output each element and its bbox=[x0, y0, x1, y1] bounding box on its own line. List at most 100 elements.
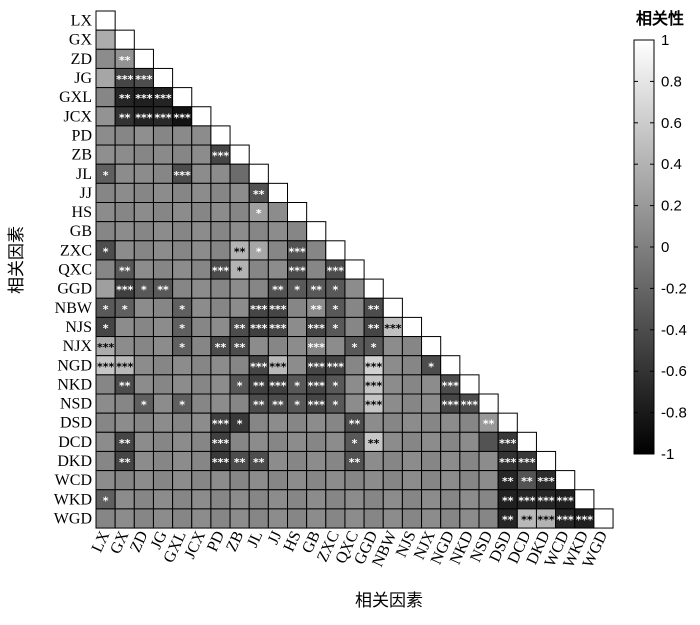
column-label: JL bbox=[244, 529, 266, 551]
row-labels: LX GX ZD JG GXL JCX PD ZB JL JJ HS GB ZXC QXC GGD NBW NJ… bbox=[54, 13, 93, 528]
heatmap-cell-ZB-ZB bbox=[229, 144, 250, 165]
heatmap-cell-NJS-JCX bbox=[191, 316, 212, 338]
heatmap-cell-DSD-NJS bbox=[401, 412, 423, 433]
heatmap-cell-WGD-ZB bbox=[229, 508, 250, 529]
heatmap-cell-WKD-NJS bbox=[401, 489, 423, 510]
significance-mark: *** bbox=[499, 437, 517, 450]
heatmap-cell-GGD-JCX bbox=[191, 278, 212, 299]
heatmap-cell-NKD-NJS bbox=[401, 374, 423, 395]
significance-mark: * bbox=[332, 303, 338, 316]
heatmap-cell-DCD-DCD bbox=[516, 431, 537, 452]
row-label: JJ bbox=[80, 185, 92, 202]
heatmap-cell-DKD-ZD bbox=[133, 450, 154, 472]
heatmap-cell-NGD-GXL bbox=[172, 355, 193, 376]
heatmap-cell-ZXC-PD bbox=[210, 240, 231, 261]
heatmap-cell-NSD-NSD bbox=[478, 393, 499, 414]
significance-mark: *** bbox=[499, 456, 517, 469]
heatmap-cell-WKD-ZB bbox=[229, 489, 250, 510]
heatmap-cell-WCD-GX bbox=[114, 470, 135, 491]
heatmap-cell-DSD-LX bbox=[95, 412, 116, 433]
significance-mark: * bbox=[237, 379, 243, 392]
heatmap-cell-DKD-GGD bbox=[363, 450, 384, 472]
significance-mark: * bbox=[179, 322, 185, 335]
row-label: JG bbox=[74, 70, 92, 87]
heatmap-cell-DKD-NSD bbox=[478, 450, 499, 472]
heatmap-cell-NSD-NBW bbox=[382, 393, 403, 414]
significance-mark: * bbox=[103, 169, 109, 182]
heatmap-cell-DKD-JCX bbox=[191, 450, 212, 472]
heatmap-cell-HS-JG bbox=[152, 202, 174, 223]
heatmap-cell-WKD-NGD bbox=[440, 489, 461, 510]
heatmap-cell-NJS-HS bbox=[287, 316, 308, 338]
heatmap-cell-WCD-JG bbox=[152, 470, 174, 491]
significance-mark: *** bbox=[135, 92, 153, 105]
heatmap-cell-NJS-PD bbox=[210, 316, 231, 338]
significance-mark: *** bbox=[135, 111, 153, 124]
significance-mark: ** bbox=[310, 284, 322, 297]
heatmap-cell-NJX-NJX bbox=[421, 336, 442, 357]
significance-mark: ** bbox=[119, 265, 131, 278]
heatmap-cell-WCD-NGD bbox=[440, 470, 461, 491]
heatmap-cell-GGD-GGD bbox=[363, 278, 384, 299]
heatmap-cell-DCD-JL bbox=[248, 431, 269, 452]
heatmap-cell-WKD-ZD bbox=[133, 489, 154, 510]
heatmap-cell-GB-GXL bbox=[172, 221, 193, 242]
heatmap-cell-NKD-NJX bbox=[421, 374, 442, 395]
significance-mark: ** bbox=[119, 456, 131, 469]
heatmap-cell-DSD-JCX bbox=[191, 412, 212, 433]
heatmap-cell-GXL-GXL bbox=[172, 87, 193, 108]
significance-mark: * bbox=[332, 322, 338, 335]
heatmap-cell-WGD-NBW bbox=[382, 508, 403, 529]
significance-mark: *** bbox=[174, 111, 192, 124]
heatmap-cell-NGD-NJS bbox=[401, 355, 423, 376]
significance-mark: ** bbox=[234, 341, 246, 354]
heatmap-cell-WKD-QXC bbox=[344, 489, 365, 510]
heatmap-cell-HS-PD bbox=[210, 202, 231, 223]
significance-mark: *** bbox=[557, 494, 575, 507]
significance-mark: *** bbox=[308, 360, 326, 373]
heatmap-cell-WGD-GXL bbox=[172, 508, 193, 529]
heatmap-cell-ZB-ZD bbox=[133, 144, 154, 165]
significance-mark: * bbox=[256, 245, 262, 258]
significance-mark: * bbox=[294, 284, 300, 297]
colorbar-tick-label: -0.2 bbox=[661, 280, 687, 297]
heatmap-cell-QXC-JJ bbox=[267, 259, 289, 280]
heatmap-cell-WKD-GXL bbox=[172, 489, 193, 510]
row-label: GGD bbox=[57, 281, 92, 298]
row-label: DCD bbox=[58, 434, 92, 451]
heatmap-cell-GGD-LX bbox=[95, 278, 116, 299]
significance-mark: ** bbox=[521, 513, 533, 526]
significance-mark: * bbox=[103, 322, 109, 335]
heatmap-cell-NJX-JG bbox=[152, 336, 174, 357]
heatmap-cell-WKD-PD bbox=[210, 489, 231, 510]
heatmap-cell-GGD-PD bbox=[210, 278, 231, 299]
significance-mark: ** bbox=[272, 284, 284, 297]
colorbar-tick-label: -1 bbox=[661, 446, 674, 463]
heatmap-cell-NJS-ZD bbox=[133, 316, 154, 338]
heatmap-cell-DSD-JL bbox=[248, 412, 269, 433]
heatmap-cell-NSD-ZB bbox=[229, 393, 250, 414]
heatmap-cell-WGD-NJS bbox=[401, 508, 423, 529]
heatmap-cell-WCD-JL bbox=[248, 470, 269, 491]
significance-mark: *** bbox=[518, 456, 536, 469]
heatmap-cell-WKD-GB bbox=[306, 489, 327, 510]
heatmap-cell-WCD-PD bbox=[210, 470, 231, 491]
heatmap-cell-GB-GX bbox=[114, 221, 135, 242]
significance-mark: *** bbox=[576, 513, 594, 526]
heatmap-cell-GB-ZD bbox=[133, 221, 154, 242]
heatmap-cell-NBW-HS bbox=[287, 297, 308, 318]
heatmap-cell-NBW-ZB bbox=[229, 297, 250, 318]
heatmap-cell-ZB-JG bbox=[152, 144, 174, 165]
colorbar-tick-label: -0.8 bbox=[661, 405, 687, 422]
significance-mark: * bbox=[332, 399, 338, 412]
heatmap-cell-PD-ZD bbox=[133, 125, 154, 146]
heatmap-cell-LX-LX bbox=[95, 10, 116, 31]
significance-mark: *** bbox=[384, 322, 402, 335]
significance-mark: *** bbox=[308, 341, 326, 354]
heatmap-cell-DSD-NGD bbox=[440, 412, 461, 433]
heatmap-cell-NGD-JCX bbox=[191, 355, 212, 376]
colorbar-tick-label: 0.8 bbox=[661, 73, 682, 90]
heatmap-cell-DCD-ZB bbox=[229, 431, 250, 452]
significance-mark: ** bbox=[234, 245, 246, 258]
row-label: JCX bbox=[64, 108, 93, 125]
